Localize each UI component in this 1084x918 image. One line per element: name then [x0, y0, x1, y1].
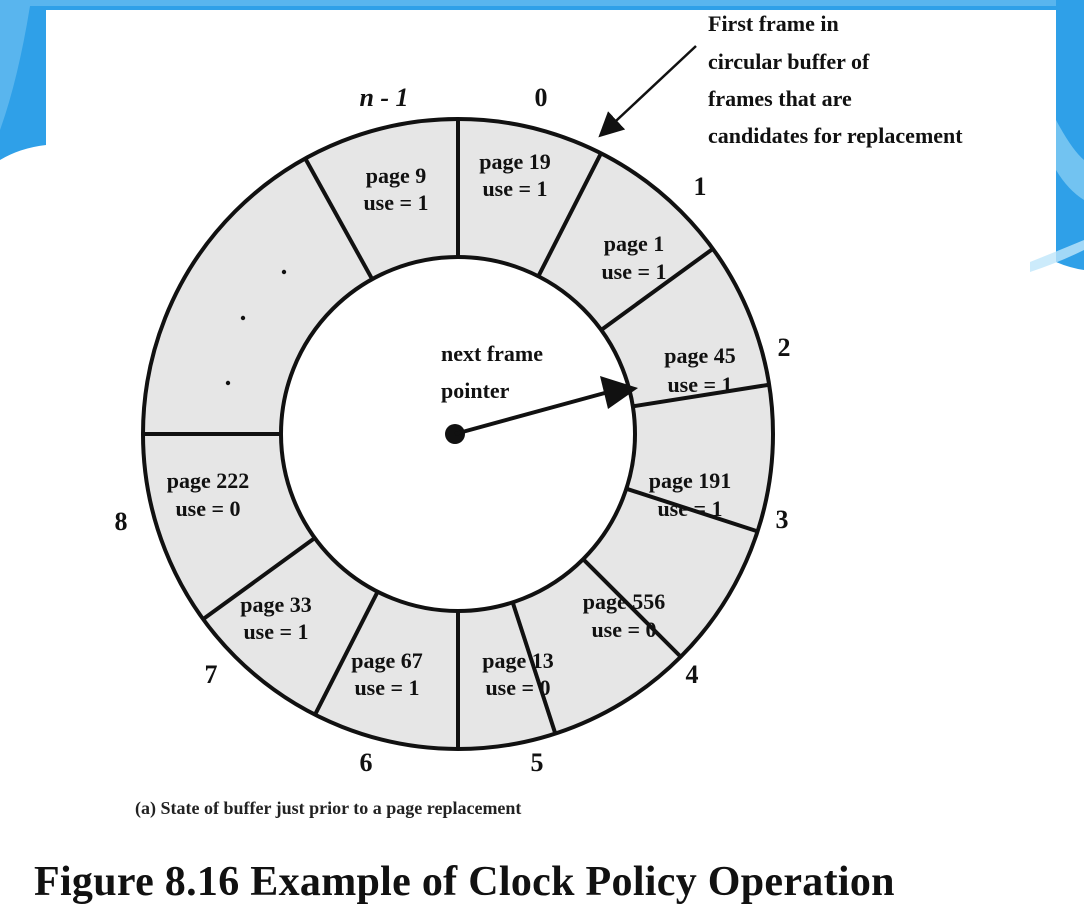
- slot-page-label: page 222: [167, 468, 250, 493]
- slot-page-label: page 67: [351, 648, 423, 673]
- figure-caption: (a) State of buffer just prior to a page…: [135, 798, 522, 818]
- slot-use-label: use = 0: [485, 675, 550, 700]
- callout-text: candidates for replacement: [708, 123, 963, 148]
- slot-page-label: page 9: [366, 163, 427, 188]
- slot-dividers: [143, 119, 770, 749]
- slot-page-label: page 33: [240, 592, 312, 617]
- slot-use-label: use = 0: [175, 496, 240, 521]
- callout-text: circular buffer of: [708, 49, 870, 74]
- callout-arrow: [598, 45, 697, 138]
- slot-divider: [303, 157, 374, 281]
- slot-index-label: 1: [694, 172, 707, 201]
- slot-index-label: n - 1: [359, 83, 408, 112]
- slot-divider: [632, 382, 770, 409]
- slot-page-label: page 1: [604, 231, 665, 256]
- slot-use-label: use = 0: [591, 617, 656, 642]
- slot-index-label: 5: [531, 748, 544, 777]
- ellipsis-dot: [240, 315, 246, 321]
- slot-divider: [510, 601, 558, 735]
- slot-index-label: 6: [360, 748, 373, 777]
- slot-divider: [600, 247, 715, 332]
- slot-index-label: 7: [205, 660, 218, 689]
- figure-title: Figure 8.16 Example of Clock Policy Oper…: [34, 859, 895, 905]
- slot-page-label: page 556: [583, 589, 666, 614]
- slot-use-label: use = 1: [363, 190, 428, 215]
- ellipsis-dot: [225, 380, 231, 386]
- slot-divider: [625, 486, 759, 534]
- slot-use-label: use = 1: [657, 496, 722, 521]
- slot-page-label: page 191: [649, 468, 732, 493]
- callout-text: frames that are: [708, 86, 852, 111]
- slot-index-label: 3: [776, 505, 789, 534]
- callout-text: First frame in: [708, 11, 839, 36]
- pointer-label: next frame: [441, 341, 543, 366]
- slot-page-label: page 13: [482, 648, 554, 673]
- slot-page-label: page 19: [479, 149, 551, 174]
- slot-use-label: use = 1: [243, 619, 308, 644]
- slot-index-label: 0: [535, 83, 548, 112]
- slot-divider: [536, 152, 603, 278]
- slot-use-label: use = 1: [601, 259, 666, 284]
- slot-index-label: 4: [686, 660, 699, 689]
- slot-index-label: 8: [115, 507, 128, 536]
- slot-divider: [313, 590, 380, 716]
- slot-use-label: use = 1: [482, 176, 547, 201]
- slot-divider: [581, 557, 683, 659]
- next-frame-pointer-arrow: [454, 389, 613, 436]
- ellipsis-dot: [281, 269, 287, 275]
- slot-use-label: use = 1: [667, 372, 732, 397]
- slot-use-label: use = 1: [354, 675, 419, 700]
- slot-index-label: 2: [778, 333, 791, 362]
- next-frame-pointer-arrowhead: [600, 376, 638, 409]
- slot-page-label: page 45: [664, 343, 736, 368]
- slot-divider: [201, 536, 316, 621]
- pointer-label: pointer: [441, 378, 510, 403]
